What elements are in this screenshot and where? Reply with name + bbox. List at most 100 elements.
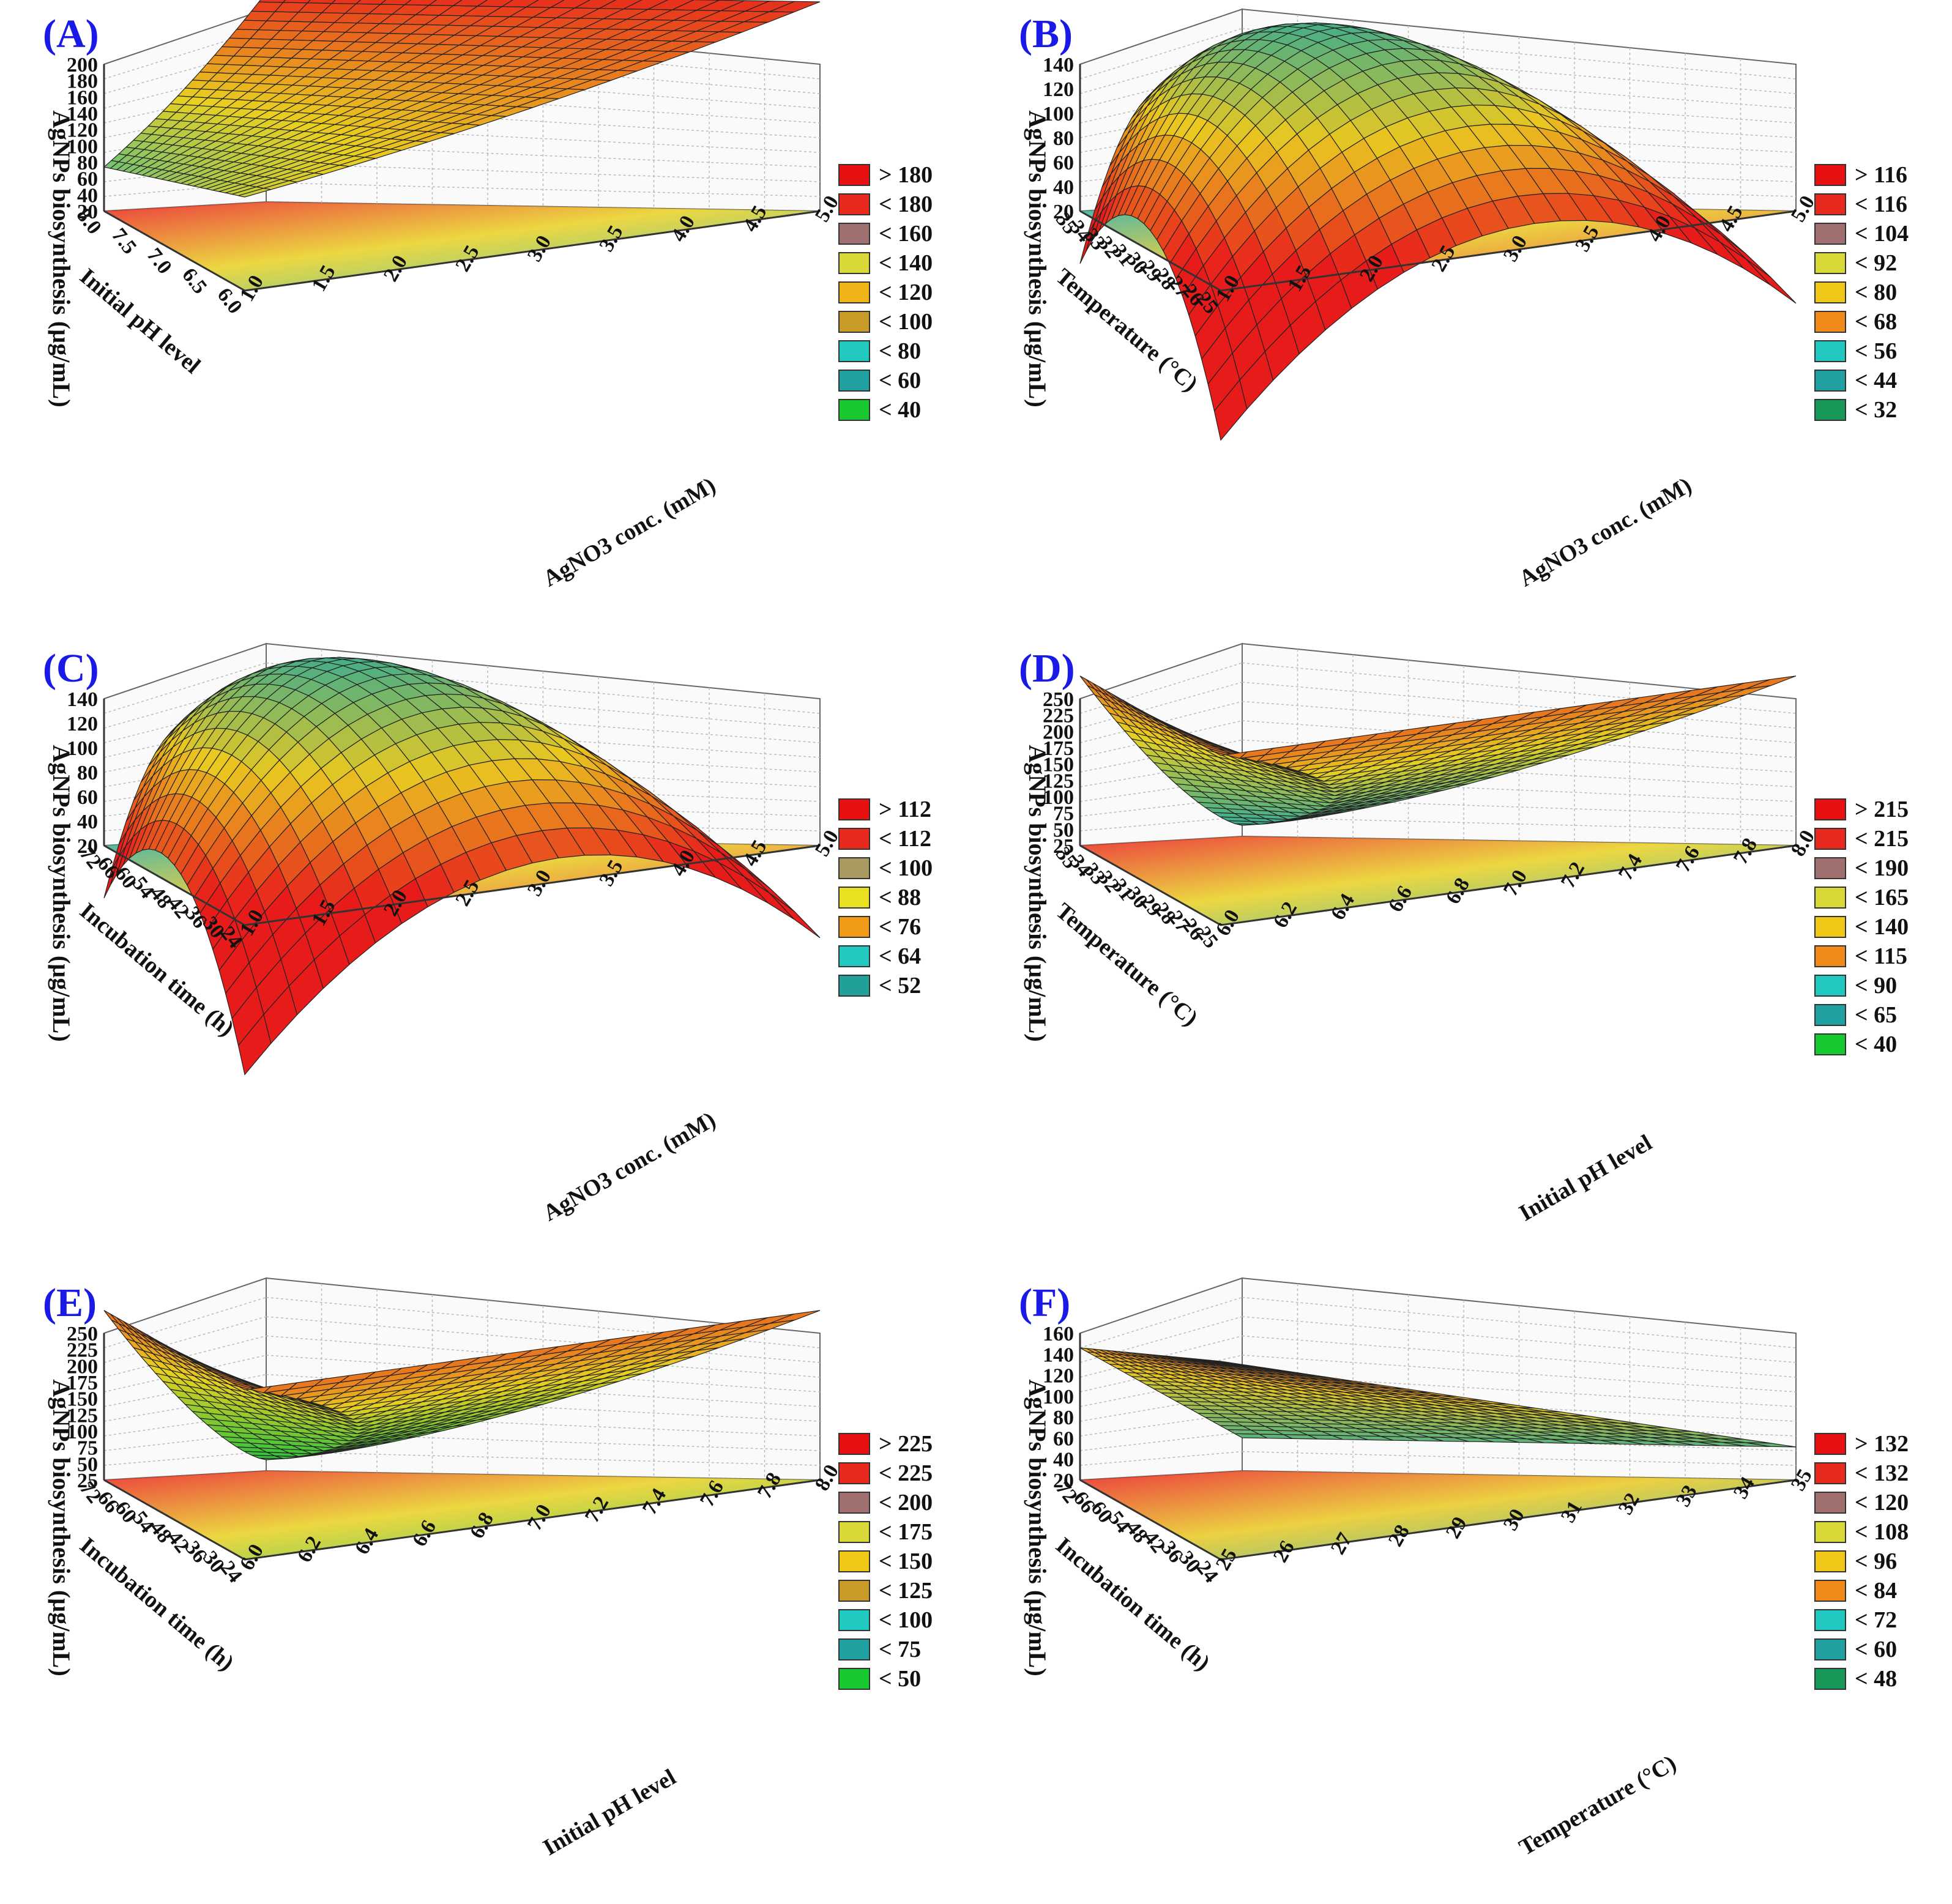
legend-item: < 52	[838, 971, 933, 1000]
legend-swatch	[838, 340, 870, 362]
z-tick-label: 120	[67, 713, 98, 735]
grid-line	[1242, 143, 1797, 168]
legend: > 132 < 132 < 120 < 108 < 96 < 84 < 72 < 60 < 48	[1814, 1429, 1909, 1694]
surface-cell	[238, 188, 271, 198]
chart-panel: 250 225 200 175 150 125 100 75 50 25 35 34 33 32 31 30 2…	[976, 634, 1952, 1269]
floor-axes	[1079, 1479, 1797, 1561]
legend: > 116 < 116 < 104 < 92 < 80 < 68 < 56 < 44 < 32	[1814, 160, 1909, 425]
legend-text: < 40	[1855, 1032, 1898, 1057]
legend-item: < 60	[838, 366, 933, 395]
grid-line	[266, 1374, 821, 1407]
legend-item: < 100	[838, 1605, 933, 1635]
surface-cell	[1214, 751, 1248, 759]
legend-item: < 112	[838, 824, 933, 853]
z-axis-title: AgNPs biosynthesis (µg/mL)	[1024, 745, 1051, 1042]
chart-panel: 140 120 100 80 60 40 20 72 66 60 54 48 42 36 30 24 1.0 1.…	[0, 634, 976, 1269]
legend-text: < 150	[879, 1549, 933, 1574]
legend-text: < 175	[879, 1519, 933, 1545]
legend-item: < 75	[838, 1635, 933, 1664]
legend-item: < 40	[1814, 1030, 1909, 1059]
z-tick-label: 60	[1053, 152, 1074, 174]
legend-item: < 165	[1814, 883, 1909, 912]
z-tick-label: 25	[1053, 835, 1074, 858]
legend-text: < 120	[879, 280, 933, 305]
legend-swatch	[838, 311, 870, 333]
z-tick-label: 225	[1043, 705, 1074, 727]
legend-swatch	[1814, 1492, 1846, 1514]
grid-line	[266, 163, 821, 182]
legend-text: < 100	[879, 309, 933, 335]
legend-item: < 108	[1814, 1517, 1909, 1547]
legend-swatch	[1814, 1033, 1846, 1055]
z-tick-label: 100	[67, 1421, 98, 1443]
legend-swatch	[838, 281, 870, 303]
grid-line	[1079, 720, 1243, 758]
legend-item: < 150	[838, 1547, 933, 1576]
panel-label: (F)	[1019, 1281, 1071, 1325]
legend-text: < 120	[1855, 1490, 1909, 1515]
z-tick-label: 125	[67, 1404, 98, 1427]
legend-text: < 116	[1855, 192, 1908, 217]
z-tick-label: 175	[1043, 737, 1074, 760]
z-axis-title: AgNPs biosynthesis (µg/mL)	[1024, 1379, 1051, 1676]
legend-item: < 88	[838, 883, 933, 912]
legend-item: < 80	[838, 337, 933, 366]
legend-item: < 50	[838, 1664, 933, 1694]
z-tick-label: 250	[67, 1323, 98, 1345]
legend-swatch	[838, 975, 870, 997]
legend-item: < 44	[1814, 366, 1909, 395]
legend-swatch	[1814, 1433, 1846, 1455]
grid-line	[266, 1412, 821, 1437]
z-tick-label: 120	[67, 119, 98, 142]
grid-line	[266, 105, 821, 138]
z-tick-label: 25	[77, 1470, 98, 1492]
z-tick-label: 40	[1053, 176, 1074, 199]
legend-swatch	[1814, 311, 1846, 333]
floor-contour	[104, 1471, 820, 1560]
grid-line	[1242, 720, 1797, 758]
z-tick-label: 200	[67, 1355, 98, 1378]
legend-text: < 200	[879, 1490, 933, 1515]
z-tick-label: 60	[77, 168, 98, 191]
floor-axes	[1079, 844, 1797, 926]
z-tick-label: 20	[1053, 201, 1074, 223]
floor-axes	[103, 844, 821, 926]
legend-swatch	[838, 1668, 870, 1690]
panel-label: (E)	[43, 1281, 97, 1325]
legend-item: < 175	[838, 1517, 933, 1547]
legend-text: > 180	[879, 162, 933, 188]
legend-item: < 100	[838, 307, 933, 337]
grid-line	[1242, 1451, 1797, 1466]
legend-text: < 125	[879, 1578, 933, 1604]
legend: > 225 < 225 < 200 < 175 < 150 < 125 < 100 < 75 <…	[838, 1429, 933, 1694]
legend-swatch	[1814, 1462, 1846, 1484]
legend: > 112 < 112 < 100 < 88 < 76 < 64 < 52	[838, 795, 933, 1000]
grid-line	[1079, 682, 1243, 729]
legend-swatch	[838, 1609, 870, 1631]
z-tick-label: 100	[67, 737, 98, 760]
surface-cell	[103, 1310, 119, 1324]
legend-text: < 84	[1855, 1578, 1898, 1604]
legend-text: < 100	[879, 1607, 933, 1633]
legend-item: < 56	[1814, 337, 1909, 366]
legend-item: > 180	[838, 160, 933, 190]
grid-line	[1242, 124, 1797, 153]
legend-text: < 88	[879, 885, 922, 910]
legend-text: < 50	[879, 1666, 922, 1692]
z-tick-label: 60	[1053, 1427, 1074, 1450]
legend-text: < 52	[879, 973, 922, 998]
legend-swatch	[1814, 798, 1846, 820]
legend-text: < 108	[1855, 1519, 1909, 1545]
legend-swatch	[1814, 975, 1846, 997]
legend-text: < 180	[879, 192, 933, 217]
legend-swatch	[1814, 193, 1846, 215]
legend-item: < 215	[1814, 824, 1909, 853]
z-tick-label: 80	[1053, 1407, 1074, 1429]
legend-item: < 60	[1814, 1635, 1909, 1664]
surface-cell	[1719, 242, 1770, 285]
legend-item: < 84	[1814, 1576, 1909, 1605]
legend-text: > 112	[879, 797, 932, 822]
legend-item: < 140	[1814, 912, 1909, 942]
